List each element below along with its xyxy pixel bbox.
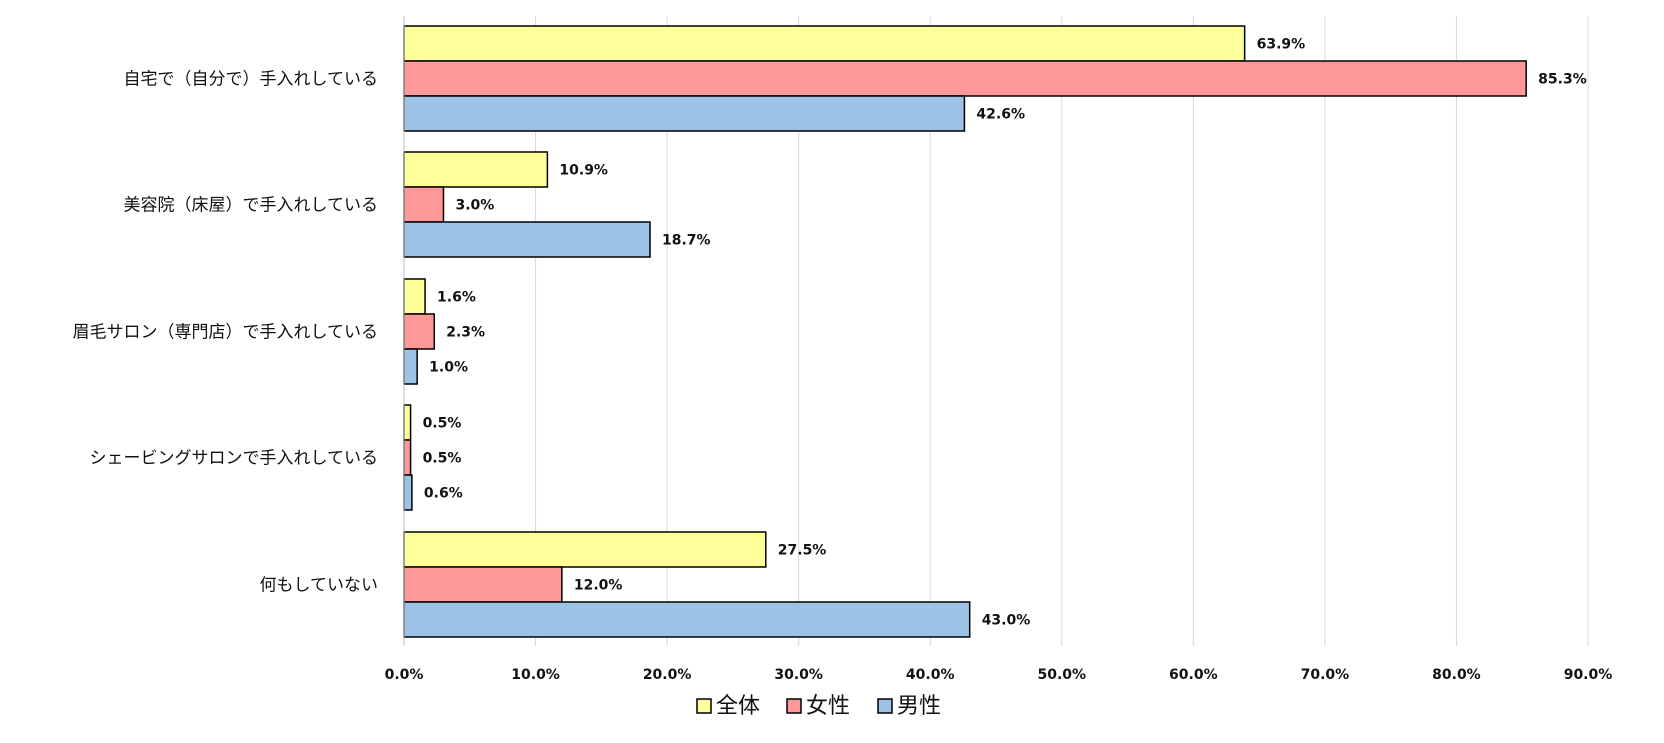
bar <box>403 474 413 511</box>
bar <box>403 221 651 258</box>
category-label: シェービングサロンで手入れしている <box>90 449 379 469</box>
x-tick-label: 30.0% <box>774 667 823 683</box>
x-tick-label: 50.0% <box>1037 667 1086 683</box>
bar <box>403 439 412 476</box>
bar <box>403 348 418 385</box>
x-tick-label: 0.0% <box>385 667 424 683</box>
legend: 全体 女性 男性 <box>696 694 941 719</box>
bar-series-group <box>403 25 1527 638</box>
data-label: 27.5% <box>778 543 827 559</box>
legend-swatch <box>786 698 802 714</box>
data-label: 0.5% <box>423 451 462 467</box>
x-tick-label: 90.0% <box>1564 667 1613 683</box>
x-tick-label: 40.0% <box>906 667 955 683</box>
data-label: 85.3% <box>1538 72 1587 88</box>
legend-label: 女性 <box>806 694 850 719</box>
legend-swatch <box>877 698 893 714</box>
bar <box>403 25 1246 62</box>
data-label: 12.0% <box>574 578 623 594</box>
bar <box>403 404 412 441</box>
bar <box>403 313 436 350</box>
data-label: 18.7% <box>662 233 711 249</box>
legend-label: 全体 <box>716 694 760 719</box>
data-label: 10.9% <box>559 163 608 179</box>
x-tick-label: 60.0% <box>1169 667 1218 683</box>
legend-swatch <box>696 698 712 714</box>
data-labels-group: 63.9% 85.3% 42.6% 10.9% 3.0% 18.7% 1.6% 2.3% 1.0… <box>423 37 1587 629</box>
data-label: 63.9% <box>1257 37 1306 53</box>
bar <box>403 151 549 188</box>
x-tick-label: 80.0% <box>1432 667 1481 683</box>
bar <box>403 186 445 223</box>
data-label: 0.5% <box>423 416 462 432</box>
data-label: 0.6% <box>424 486 463 502</box>
data-label: 43.0% <box>982 613 1031 629</box>
data-label: 1.0% <box>429 360 468 376</box>
category-label: 美容院（床屋）で手入れしている <box>124 196 379 216</box>
bar <box>403 566 563 603</box>
x-tick-label: 70.0% <box>1301 667 1350 683</box>
category-label: 眉毛サロン（専門店）で手入れしている <box>73 323 379 343</box>
category-label: 自宅で（自分で）手入れしている <box>124 70 379 90</box>
data-label: 1.6% <box>437 290 476 306</box>
data-label: 42.6% <box>976 107 1025 123</box>
bar <box>403 60 1527 97</box>
data-label: 2.3% <box>446 325 485 341</box>
bar <box>403 278 426 315</box>
x-tick-label: 10.0% <box>511 667 560 683</box>
legend-label: 男性 <box>897 694 941 719</box>
data-label: 3.0% <box>455 198 494 214</box>
bar <box>403 601 971 638</box>
x-tick-label: 20.0% <box>643 667 692 683</box>
category-label: 何もしていない <box>260 576 379 596</box>
bar <box>403 531 767 568</box>
bar <box>403 95 966 132</box>
axes: 0.0% 10.0% 20.0% 30.0% 40.0% 50.0% 60.0% 70.0% 8… <box>73 16 1613 683</box>
